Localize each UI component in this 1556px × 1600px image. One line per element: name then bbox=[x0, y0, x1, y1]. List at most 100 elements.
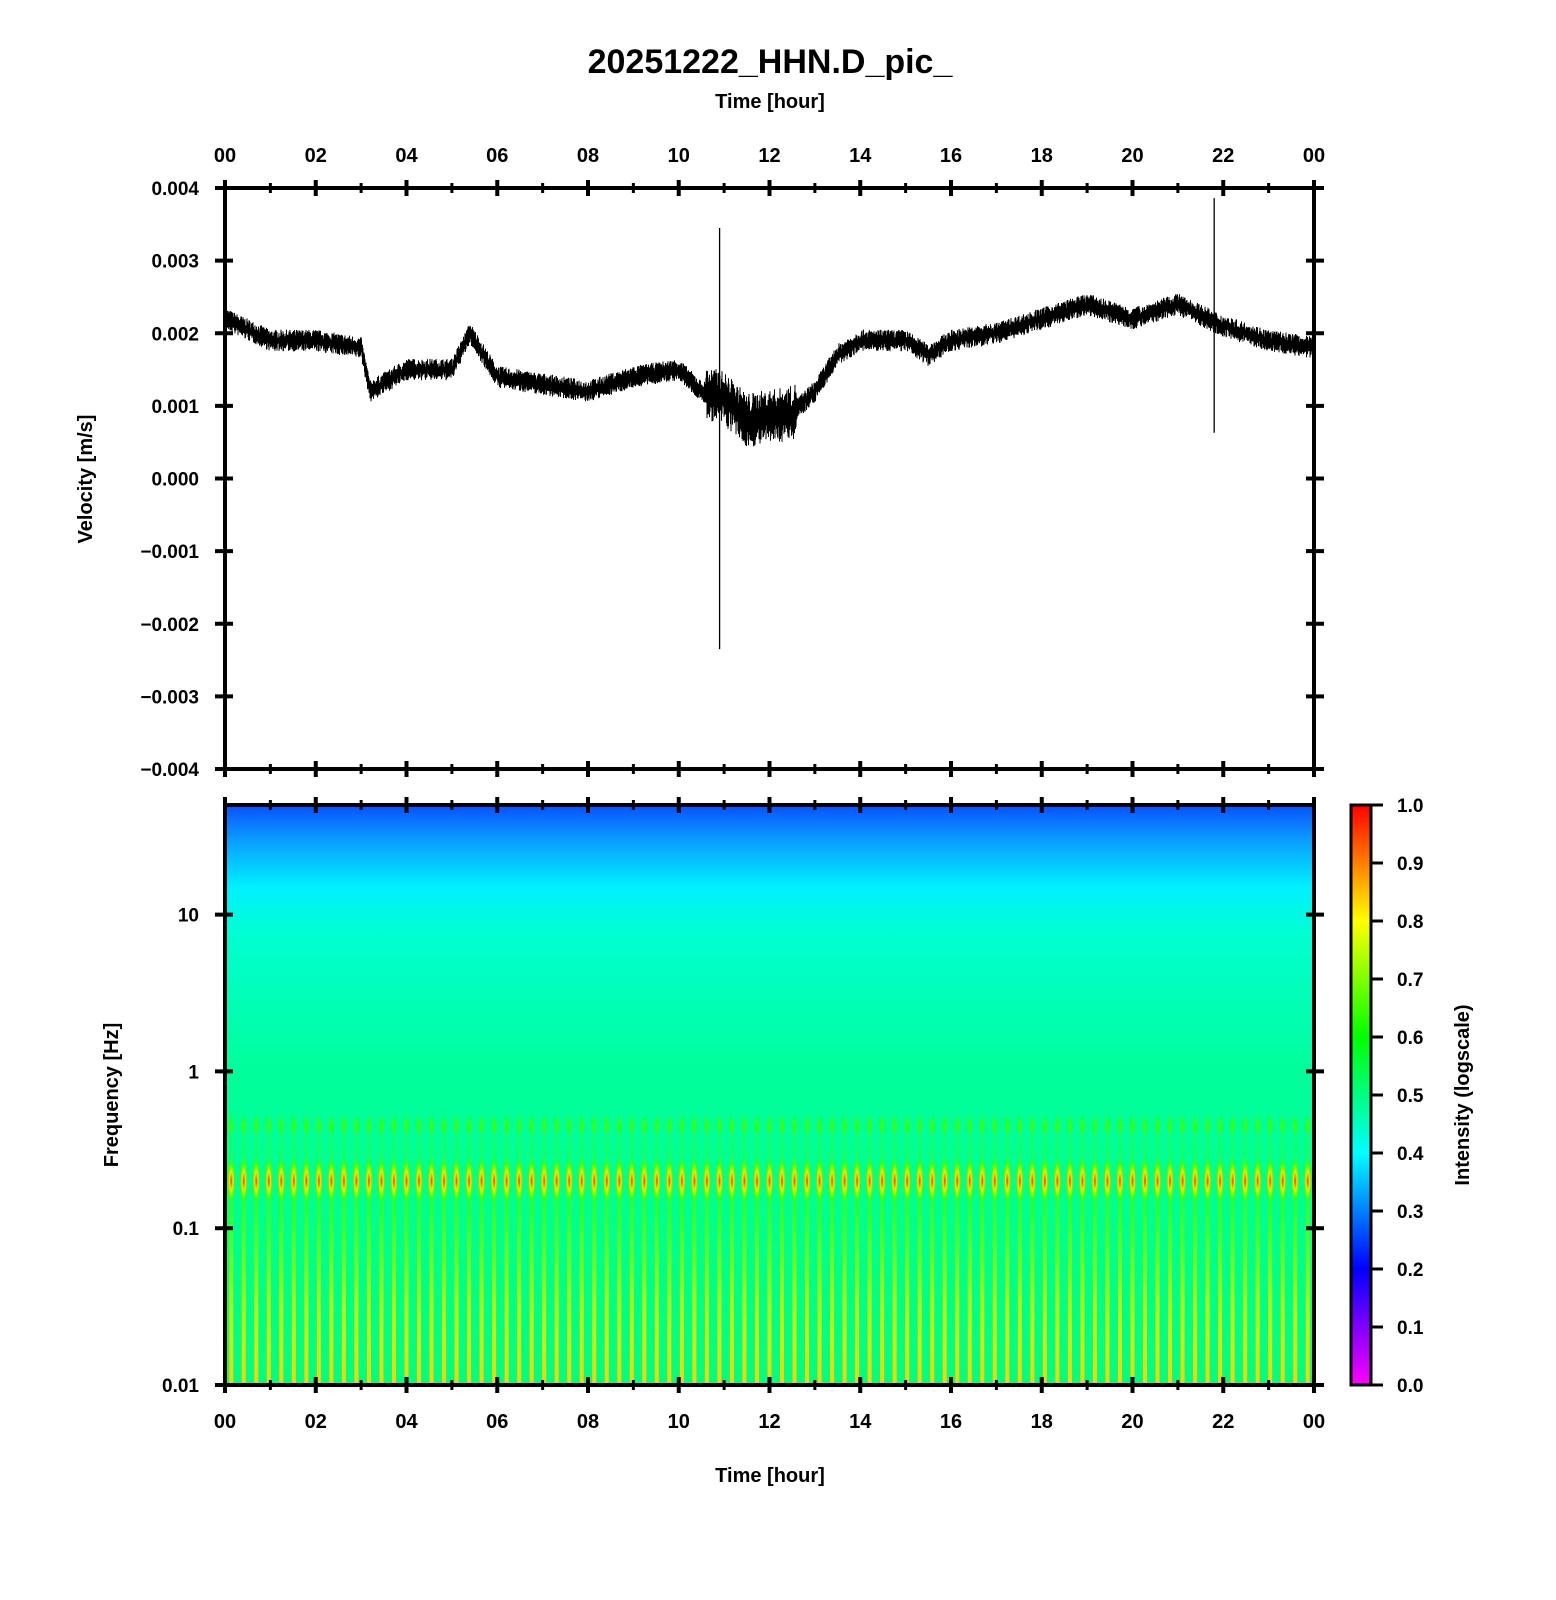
spectrogram-band-minor bbox=[741, 1117, 747, 1134]
frequency-y-tick-label: 10 bbox=[178, 906, 199, 927]
spectrogram-band-peak bbox=[840, 1158, 849, 1203]
spectrogram-column bbox=[1255, 1106, 1260, 1385]
spectrogram-band-peak bbox=[890, 1158, 899, 1203]
spectrogram-band-minor bbox=[867, 1117, 873, 1134]
spectrogram-band-peak bbox=[239, 1158, 248, 1203]
spectrogram-column bbox=[1017, 1106, 1022, 1385]
spectrogram-column bbox=[729, 1106, 734, 1385]
spectrogram-band-minor bbox=[591, 1117, 597, 1134]
spectrogram-column bbox=[429, 1106, 434, 1385]
spectrogram-column bbox=[642, 1106, 647, 1385]
bottom-x-tick-label: 00 bbox=[1303, 1411, 1325, 1433]
bottom-x-tick-label: 08 bbox=[577, 1411, 599, 1433]
spectrogram-band-peak bbox=[302, 1158, 311, 1203]
spectrogram-band-peak bbox=[1040, 1158, 1049, 1203]
spectrogram-band-peak bbox=[1203, 1158, 1212, 1203]
spectrogram-y-tick-labels: 10 1 0.1 0.01 bbox=[162, 906, 199, 1397]
velocity-axes-frame bbox=[223, 186, 1316, 771]
spectrogram-band-minor bbox=[529, 1117, 535, 1134]
spectrogram-band-peak bbox=[427, 1158, 436, 1203]
bottom-x-tick-label: 04 bbox=[395, 1411, 418, 1433]
spectrogram-panel: 10 1 0.1 0.01 00 02 04 06 08 10 12 14 16 18 20 22 00 Fr… bbox=[101, 797, 1325, 1487]
spectrogram-band-minor bbox=[767, 1117, 772, 1134]
spectrogram-band-minor bbox=[391, 1117, 397, 1134]
spectrogram-band-peak bbox=[778, 1158, 787, 1203]
spectrogram-band-minor bbox=[291, 1117, 297, 1134]
spectrogram-band-minor bbox=[1029, 1117, 1035, 1134]
spectrogram-column bbox=[855, 1106, 860, 1385]
spectrogram-band-peak bbox=[815, 1158, 824, 1203]
spectrogram-band-peak bbox=[727, 1158, 736, 1203]
spectrogram-band-minor bbox=[629, 1117, 635, 1134]
spectrogram-column bbox=[529, 1106, 534, 1385]
spectrogram-band-peak bbox=[452, 1158, 461, 1203]
spectrogram-band-peak bbox=[1065, 1158, 1074, 1203]
spectrogram-band-peak bbox=[615, 1158, 624, 1203]
spectrogram-band-minor bbox=[679, 1117, 685, 1134]
colorbar-tick-label: 0.7 bbox=[1397, 970, 1423, 991]
spectrogram-band-peak bbox=[740, 1158, 749, 1203]
spectrogram-column bbox=[767, 1106, 772, 1385]
spectrogram-band-peak bbox=[1241, 1158, 1250, 1203]
spectrogram-column bbox=[867, 1106, 872, 1385]
spectrogram-band-peak bbox=[490, 1158, 499, 1203]
spectrogram-column bbox=[542, 1106, 547, 1385]
spectrogram-band-minor bbox=[1017, 1117, 1023, 1134]
spectrogram-band-peak bbox=[690, 1158, 699, 1203]
spectrogram-band-minor bbox=[1205, 1117, 1211, 1134]
spectrogram-band-minor bbox=[416, 1117, 422, 1134]
spectrogram-column bbox=[492, 1106, 497, 1385]
spectrogram-column bbox=[1230, 1106, 1235, 1385]
spectrogram-band-peak bbox=[978, 1158, 987, 1203]
spectrogram-column bbox=[567, 1106, 572, 1385]
spectrogram-band-peak bbox=[1166, 1158, 1175, 1203]
spectrogram-band-peak bbox=[477, 1158, 486, 1203]
spectrogram-band-peak bbox=[377, 1158, 386, 1203]
spectrogram-band-minor bbox=[641, 1117, 647, 1134]
spectrogram-column bbox=[1067, 1106, 1072, 1385]
spectrogram-column bbox=[442, 1106, 447, 1385]
top-x-tick-label: 02 bbox=[305, 145, 327, 167]
velocity-y-tick-label: 0.003 bbox=[151, 252, 199, 273]
spectrogram-band-peak bbox=[940, 1158, 949, 1203]
spectrogram-column bbox=[754, 1106, 759, 1385]
spectrogram-band-minor bbox=[979, 1117, 985, 1134]
spectrogram-band-minor bbox=[1267, 1117, 1273, 1134]
spectrogram-band-minor bbox=[454, 1117, 460, 1134]
top-x-tick-label: 04 bbox=[395, 145, 418, 167]
spectrogram-column bbox=[654, 1106, 659, 1385]
colorbar-tick-label: 0.0 bbox=[1397, 1376, 1423, 1397]
spectrogram-column bbox=[980, 1106, 985, 1385]
velocity-y-tick-labels: 0.004 0.003 0.002 0.001 0.000 −0.001 −0.002 −0.… bbox=[140, 179, 199, 781]
spectrogram-band-peak bbox=[865, 1158, 874, 1203]
spectrogram-band-peak bbox=[677, 1158, 686, 1203]
velocity-y-tick-label: 0.002 bbox=[151, 324, 199, 345]
spectrogram-column bbox=[1005, 1106, 1010, 1385]
spectrogram-band-minor bbox=[654, 1117, 660, 1134]
spectrogram-band-peak bbox=[1053, 1158, 1062, 1203]
colorbar-tick-label: 0.4 bbox=[1397, 1144, 1424, 1165]
spectrogram-band-minor bbox=[1192, 1117, 1198, 1134]
spectrogram-band-minor bbox=[842, 1117, 848, 1134]
spectrogram-stripes bbox=[227, 1106, 1312, 1385]
spectrogram-band-minor bbox=[904, 1117, 910, 1134]
spectrogram-column bbox=[1117, 1106, 1122, 1385]
top-x-tick-label: 12 bbox=[758, 145, 780, 167]
spectrogram-band-minor bbox=[366, 1117, 372, 1134]
spectrogram-band-peak bbox=[1291, 1158, 1300, 1203]
spectrogram-column bbox=[291, 1106, 296, 1385]
spectrogram-band-peak bbox=[715, 1158, 724, 1203]
bottom-x-tick-label: 16 bbox=[940, 1411, 962, 1433]
spectrogram-band-minor bbox=[1255, 1117, 1261, 1134]
frequency-y-tick-label: 1 bbox=[188, 1062, 199, 1083]
spectrogram-band-minor bbox=[303, 1117, 309, 1134]
top-x-tick-label: 16 bbox=[940, 145, 962, 167]
spectrogram-column bbox=[1092, 1106, 1097, 1385]
spectrogram-band-minor bbox=[579, 1117, 585, 1134]
spectrogram-band-minor bbox=[1092, 1117, 1098, 1134]
spectrogram-band-minor bbox=[1280, 1117, 1286, 1134]
spectrogram-column bbox=[1205, 1106, 1210, 1385]
spectrogram-band-peak bbox=[790, 1158, 799, 1203]
spectrogram-band-minor bbox=[1004, 1117, 1010, 1134]
spectrogram-band-peak bbox=[590, 1158, 599, 1203]
